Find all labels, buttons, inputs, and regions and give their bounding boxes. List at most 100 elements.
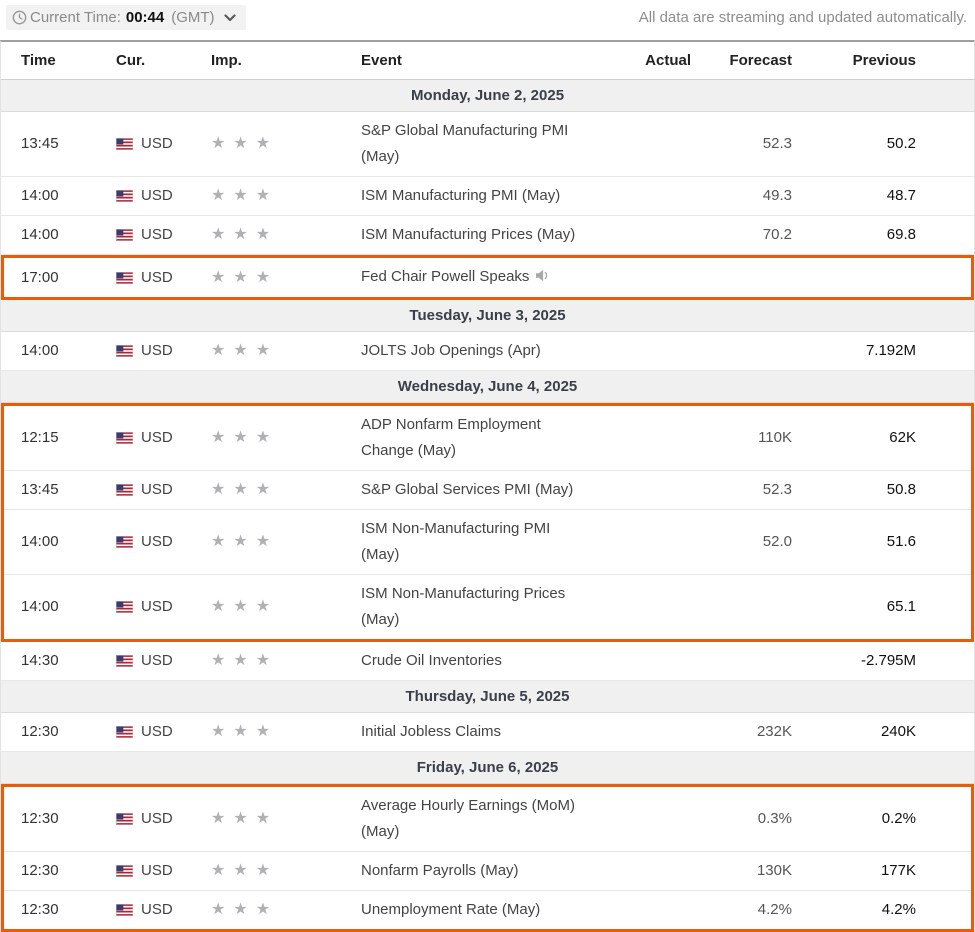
table-row[interactable]: 14:00 USD ★★★ JOLTS Job Openings (Apr) 7.192… (1, 332, 974, 371)
event-name-text[interactable]: Fed Chair Powell Speaks (361, 268, 530, 285)
event-forecast: 4.2% (757, 901, 792, 918)
event-previous: -2.795M (860, 652, 916, 669)
event-name[interactable]: ADP Nonfarm Employment Change (May) (361, 406, 616, 470)
table-row[interactable]: 14:00 USD ★★★ ISM Manufacturing PMI (May) 49… (1, 177, 974, 216)
event-forecast: 0.3% (757, 810, 792, 827)
event-name[interactable]: Average Hourly Earnings (MoM) (May) (361, 787, 616, 851)
current-time-label: Current Time: (30, 9, 121, 26)
event-name[interactable]: S&P Global Manufacturing PMI (May) (361, 112, 616, 176)
us-flag-icon (116, 726, 133, 738)
event-name-text[interactable]: ISM Non-Manufacturing PMI (May) (361, 520, 551, 563)
event-previous: 0.2% (881, 810, 916, 827)
column-header-event: Event (361, 52, 402, 69)
event-previous: 51.6 (886, 533, 916, 550)
table-row[interactable]: 17:00 USD ★★★ Fed Chair Powell Speaks (4, 258, 971, 297)
us-flag-icon (116, 601, 133, 613)
event-name[interactable]: Unemployment Rate (May) (361, 891, 616, 929)
day-header: Monday, June 2, 2025 (1, 80, 974, 112)
event-previous: 48.7 (886, 187, 916, 204)
table-row[interactable]: 12:30 USD ★★★ Unemployment Rate (May) 4.2% 4.… (4, 891, 971, 929)
event-currency: USD (116, 259, 211, 297)
event-name[interactable]: S&P Global Services PMI (May) (361, 471, 616, 509)
highlighted-event-group: 12:15 USD ★★★ ADP Nonfarm Employment Change… (1, 403, 974, 642)
highlighted-event-group: 12:30 USD ★★★ Average Hourly Earnings (MoM)… (1, 784, 974, 932)
event-name[interactable]: ISM Non-Manufacturing Prices (May) (361, 575, 616, 639)
importance-stars: ★★★ (211, 652, 279, 669)
event-currency: USD (116, 216, 211, 254)
importance-stars: ★★★ (211, 598, 279, 615)
event-name-text[interactable]: ADP Nonfarm Employment Change (May) (361, 416, 541, 459)
event-name-text[interactable]: Unemployment Rate (May) (361, 901, 541, 918)
event-name[interactable]: ISM Non-Manufacturing PMI (May) (361, 510, 616, 574)
event-time: 12:30 (21, 901, 59, 918)
table-row[interactable]: 12:30 USD ★★★ Nonfarm Payrolls (May) 130K 177… (4, 852, 971, 891)
event-forecast: 110K (758, 429, 792, 446)
event-actual (616, 536, 691, 548)
chevron-down-icon[interactable] (223, 13, 236, 22)
event-currency: USD (116, 800, 211, 838)
event-name-text[interactable]: JOLTS Job Openings (Apr) (361, 342, 541, 359)
event-previous: 62K (889, 429, 916, 446)
event-time: 14:00 (21, 533, 59, 550)
event-name[interactable]: Crude Oil Inventories (361, 642, 616, 680)
highlighted-event-group: 17:00 USD ★★★ Fed Chair Powell Speaks (1, 255, 974, 300)
event-forecast: 52.3 (762, 135, 792, 152)
event-forecast: 130K (756, 862, 792, 879)
currency-code: USD (141, 901, 173, 918)
current-time-selector[interactable]: Current Time: 00:44 (GMT) (6, 5, 246, 30)
event-forecast: 49.3 (762, 187, 792, 204)
table-row[interactable]: 13:45 USD ★★★ S&P Global Manufacturing PMI … (1, 112, 974, 177)
importance-stars: ★★★ (211, 533, 279, 550)
table-row[interactable]: 14:30 USD ★★★ Crude Oil Inventories -2.795M (1, 642, 974, 681)
currency-code: USD (141, 187, 173, 204)
event-name[interactable]: Fed Chair Powell Speaks (361, 258, 616, 297)
event-name-text[interactable]: Initial Jobless Claims (361, 723, 502, 740)
event-time: 17:00 (21, 268, 59, 286)
event-name-text[interactable]: S&P Global Manufacturing PMI (May) (361, 122, 569, 165)
event-name-text[interactable]: Crude Oil Inventories (361, 652, 502, 669)
event-forecast: 52.0 (762, 533, 792, 550)
currency-code: USD (141, 268, 173, 286)
clock-icon (12, 10, 27, 25)
table-row[interactable]: 12:30 USD ★★★ Average Hourly Earnings (MoM)… (4, 787, 971, 852)
table-row[interactable]: 12:15 USD ★★★ ADP Nonfarm Employment Change… (4, 406, 971, 471)
event-name[interactable]: ISM Manufacturing Prices (May) (361, 216, 616, 254)
currency-code: USD (141, 226, 173, 243)
event-time: 14:00 (21, 226, 59, 243)
event-previous (792, 272, 916, 284)
event-currency: USD (116, 471, 211, 509)
event-currency: USD (116, 852, 211, 890)
event-name-text[interactable]: S&P Global Services PMI (May) (361, 481, 574, 498)
currency-code: USD (141, 810, 173, 827)
currency-code: USD (141, 533, 173, 550)
event-currency: USD (116, 588, 211, 626)
currency-code: USD (141, 652, 173, 669)
table-row[interactable]: 13:45 USD ★★★ S&P Global Services PMI (May)… (4, 471, 971, 510)
event-previous: 7.192M (865, 342, 916, 359)
event-name-text[interactable]: ISM Non-Manufacturing Prices (May) (361, 585, 566, 628)
event-name-text[interactable]: ISM Manufacturing PMI (May) (361, 187, 561, 204)
event-name[interactable]: Initial Jobless Claims (361, 713, 616, 751)
table-row[interactable]: 14:00 USD ★★★ ISM Non-Manufacturing Prices … (4, 575, 971, 639)
table-row[interactable]: 14:00 USD ★★★ ISM Non-Manufacturing PMI (Ma… (4, 510, 971, 575)
currency-code: USD (141, 135, 173, 152)
event-currency: USD (116, 642, 211, 680)
event-time: 13:45 (21, 481, 59, 498)
event-name-text[interactable]: Average Hourly Earnings (MoM) (May) (361, 797, 575, 840)
table-row[interactable]: 12:30 USD ★★★ Initial Jobless Claims 232K 240… (1, 713, 974, 752)
economic-calendar-table: Time Cur. Imp. Event Actual Forecast Pre… (0, 40, 975, 932)
event-name[interactable]: ISM Manufacturing PMI (May) (361, 177, 616, 215)
column-header-time: Time (21, 52, 56, 69)
streaming-note: All data are streaming and updated autom… (638, 9, 967, 26)
currency-code: USD (141, 862, 173, 879)
event-name-text[interactable]: ISM Manufacturing Prices (May) (361, 226, 576, 243)
us-flag-icon (116, 536, 133, 548)
event-name-text[interactable]: Nonfarm Payrolls (May) (361, 862, 519, 879)
speaker-icon[interactable] (535, 265, 550, 291)
event-actual (616, 272, 691, 284)
event-name[interactable]: JOLTS Job Openings (Apr) (361, 332, 616, 370)
event-name[interactable]: Nonfarm Payrolls (May) (361, 852, 616, 890)
event-forecast (691, 345, 792, 357)
table-row[interactable]: 14:00 USD ★★★ ISM Manufacturing Prices (May… (1, 216, 974, 255)
us-flag-icon (116, 655, 133, 667)
